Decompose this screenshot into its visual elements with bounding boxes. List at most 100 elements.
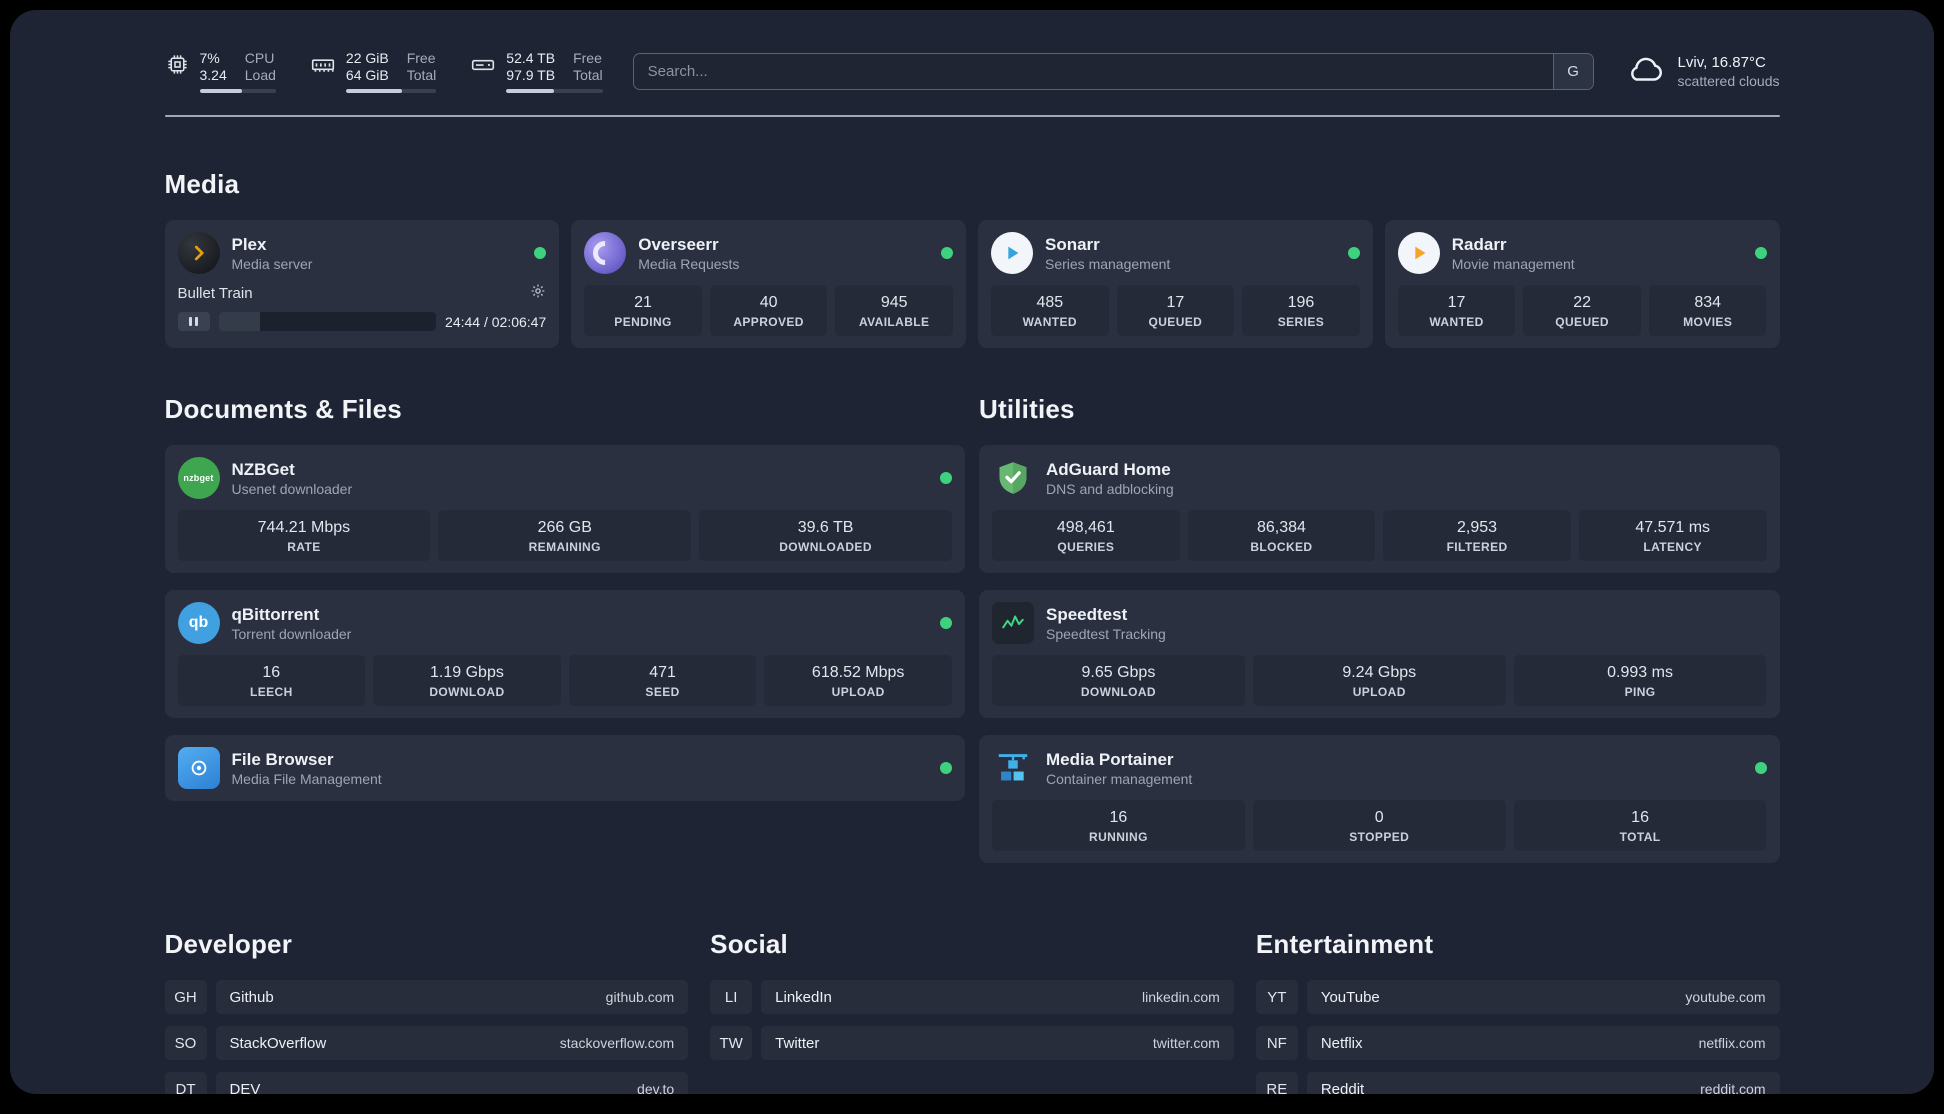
bookmark-item-twitter[interactable]: TW Twitter twitter.com xyxy=(710,1026,1234,1060)
bookmark-item-dev[interactable]: DT DEV dev.to xyxy=(164,1072,689,1094)
stat-value: 39.6 TB xyxy=(797,519,854,536)
bookmark-link[interactable]: StackOverflow stackoverflow.com xyxy=(215,1026,689,1060)
stat-label: SERIES xyxy=(1277,315,1325,329)
app-card-overseerr: Overseerr Media Requests 21 PENDING 40 A… xyxy=(571,220,966,348)
plex-now-playing: Bullet Train 24:44 / 0 xyxy=(177,283,546,331)
bookmark-link[interactable]: Netflix netflix.com xyxy=(1306,1026,1780,1060)
app-link-portainer[interactable]: Media Portainer Container management xyxy=(992,747,1767,789)
stat-label: QUEUED xyxy=(1555,315,1609,329)
pause-button[interactable] xyxy=(177,312,210,331)
stat-label: WANTED xyxy=(1429,315,1484,329)
app-link-qbittorrent[interactable]: qb qBittorrent Torrent downloader xyxy=(177,602,952,644)
stat-block: 471 SEED xyxy=(568,655,757,706)
bookmark-link[interactable]: LinkedIn linkedin.com xyxy=(761,980,1234,1014)
stat-value: 744.21 Mbps xyxy=(257,519,351,536)
app-card-nzbget: nzbget NZBGet Usenet downloader 744.21 M… xyxy=(164,445,965,573)
stat-label: MOVIES xyxy=(1683,315,1733,329)
bookmark-link[interactable]: YouTube youtube.com xyxy=(1306,980,1780,1014)
app-name: File Browser xyxy=(231,749,334,769)
stat-value: 196 xyxy=(1287,294,1315,311)
memory-progress-bar xyxy=(345,89,437,93)
bookmark-item-github[interactable]: GH Github github.com xyxy=(164,980,689,1014)
bookmark-abbr: TW xyxy=(710,1026,753,1060)
stat-value: 16 xyxy=(1631,809,1649,826)
app-name: qBittorrent xyxy=(231,604,320,624)
cpu-load-value: 3.24 xyxy=(199,67,227,83)
stat-block: 17 QUEUED xyxy=(1116,285,1235,336)
bookmarks: Developer GH Github github.com SO StackO… xyxy=(164,929,1780,1094)
search-input[interactable] xyxy=(632,53,1594,90)
bookmark-link[interactable]: DEV dev.to xyxy=(215,1072,689,1094)
now-playing-title: Bullet Train xyxy=(177,285,253,302)
app-link-adguard[interactable]: AdGuard Home DNS and adblocking xyxy=(992,457,1767,499)
app-desc: Speedtest Tracking xyxy=(1046,625,1166,642)
stat-value: 17 xyxy=(1447,294,1466,311)
qbittorrent-icon: qb xyxy=(177,602,220,644)
app-link-filebrowser[interactable]: File Browser Media File Management xyxy=(177,747,952,789)
bookmark-abbr: RE xyxy=(1255,1072,1298,1094)
system-monitors: 7% 3.24 CPU Load xyxy=(165,50,603,93)
bookmark-item-stackoverflow[interactable]: SO StackOverflow stackoverflow.com xyxy=(164,1026,689,1060)
speedtest-icon xyxy=(992,602,1034,644)
stat-value: 9.65 Gbps xyxy=(1081,664,1156,681)
memory-free-value: 22 GiB xyxy=(345,50,389,66)
stat-label: WANTED xyxy=(1022,315,1077,329)
disk-monitor: 52.4 TB 97.9 TB Free Total xyxy=(470,50,603,93)
app-desc: Media server xyxy=(231,255,313,272)
app-link-nzbget[interactable]: nzbget NZBGet Usenet downloader xyxy=(177,457,952,499)
stat-value: 86,384 xyxy=(1256,519,1306,536)
cpu-icon xyxy=(165,50,190,77)
stat-value: 47.571 ms xyxy=(1635,519,1711,536)
stat-block: 1.19 Gbps DOWNLOAD xyxy=(373,655,561,706)
bookmark-item-netflix[interactable]: NF Netflix netflix.com xyxy=(1255,1026,1780,1060)
adguard-icon xyxy=(992,457,1034,499)
memory-free-label: Free xyxy=(406,50,436,66)
bookmark-item-linkedin[interactable]: LI LinkedIn linkedin.com xyxy=(710,980,1234,1014)
app-link-overseerr[interactable]: Overseerr Media Requests xyxy=(584,232,953,274)
app-desc: Movie management xyxy=(1451,255,1575,272)
app-link-speedtest[interactable]: Speedtest Speedtest Tracking xyxy=(992,602,1767,644)
stats-row: 498,461 QUERIES 86,384 BLOCKED 2,953 FIL… xyxy=(992,510,1767,561)
stat-block: 945 AVAILABLE xyxy=(835,285,953,336)
app-link-plex[interactable]: Plex Media server xyxy=(177,232,547,274)
app-link-radarr[interactable]: Radarr Movie management xyxy=(1397,232,1767,274)
stat-block: 834 MOVIES xyxy=(1648,285,1767,336)
stat-block: 618.52 Mbps UPLOAD xyxy=(764,655,952,706)
stat-block: 17 WANTED xyxy=(1397,285,1516,336)
app-link-sonarr[interactable]: Sonarr Series management xyxy=(991,232,1360,274)
sonarr-icon xyxy=(991,232,1033,274)
radarr-icon xyxy=(1397,232,1440,274)
app-name: Media Portainer xyxy=(1046,749,1174,769)
stat-value: 266 GB xyxy=(537,519,592,536)
search-engine-button[interactable]: G xyxy=(1552,54,1593,89)
bookmark-item-youtube[interactable]: YT YouTube youtube.com xyxy=(1255,980,1780,1014)
app-desc: Container management xyxy=(1046,770,1193,787)
stats-row: 17 WANTED 22 QUEUED 834 MOVIES xyxy=(1397,285,1767,336)
section-title-documents: Documents & Files xyxy=(164,394,402,424)
playback-progress-bar[interactable] xyxy=(218,312,437,331)
memory-total-value: 64 GiB xyxy=(345,67,389,83)
stat-block: 40 APPROVED xyxy=(709,285,828,336)
bookmark-group-developer: Developer GH Github github.com SO StackO… xyxy=(164,929,689,1094)
stat-value: 1.19 Gbps xyxy=(430,664,504,681)
app-card-sonarr: Sonarr Series management 485 WANTED 17 Q… xyxy=(978,220,1373,348)
app-name: NZBGet xyxy=(231,459,295,479)
cpu-load-label: Load xyxy=(244,67,276,83)
stat-value: 2,953 xyxy=(1457,519,1498,536)
gear-icon[interactable] xyxy=(530,283,546,304)
status-dot xyxy=(534,247,547,259)
stat-block: 22 QUEUED xyxy=(1523,285,1641,336)
bookmark-item-reddit[interactable]: RE Reddit reddit.com xyxy=(1255,1072,1780,1094)
bookmark-link[interactable]: Twitter twitter.com xyxy=(761,1026,1234,1060)
stat-label: AVAILABLE xyxy=(858,315,930,329)
stat-value: 9.24 Gbps xyxy=(1342,664,1417,681)
dashboard-page: 7% 3.24 CPU Load xyxy=(10,10,1934,1094)
section-title-media: Media xyxy=(164,169,240,199)
status-dot xyxy=(1754,247,1767,259)
stat-label: FILTERED xyxy=(1446,540,1508,554)
stat-label: DOWNLOADED xyxy=(779,540,872,554)
bookmark-link[interactable]: Github github.com xyxy=(215,980,689,1014)
section-title-entertainment: Entertainment xyxy=(1255,929,1434,959)
bookmark-link[interactable]: Reddit reddit.com xyxy=(1306,1072,1780,1094)
bookmark-group-social: Social LI LinkedIn linkedin.com TW Twitt… xyxy=(710,929,1234,1094)
